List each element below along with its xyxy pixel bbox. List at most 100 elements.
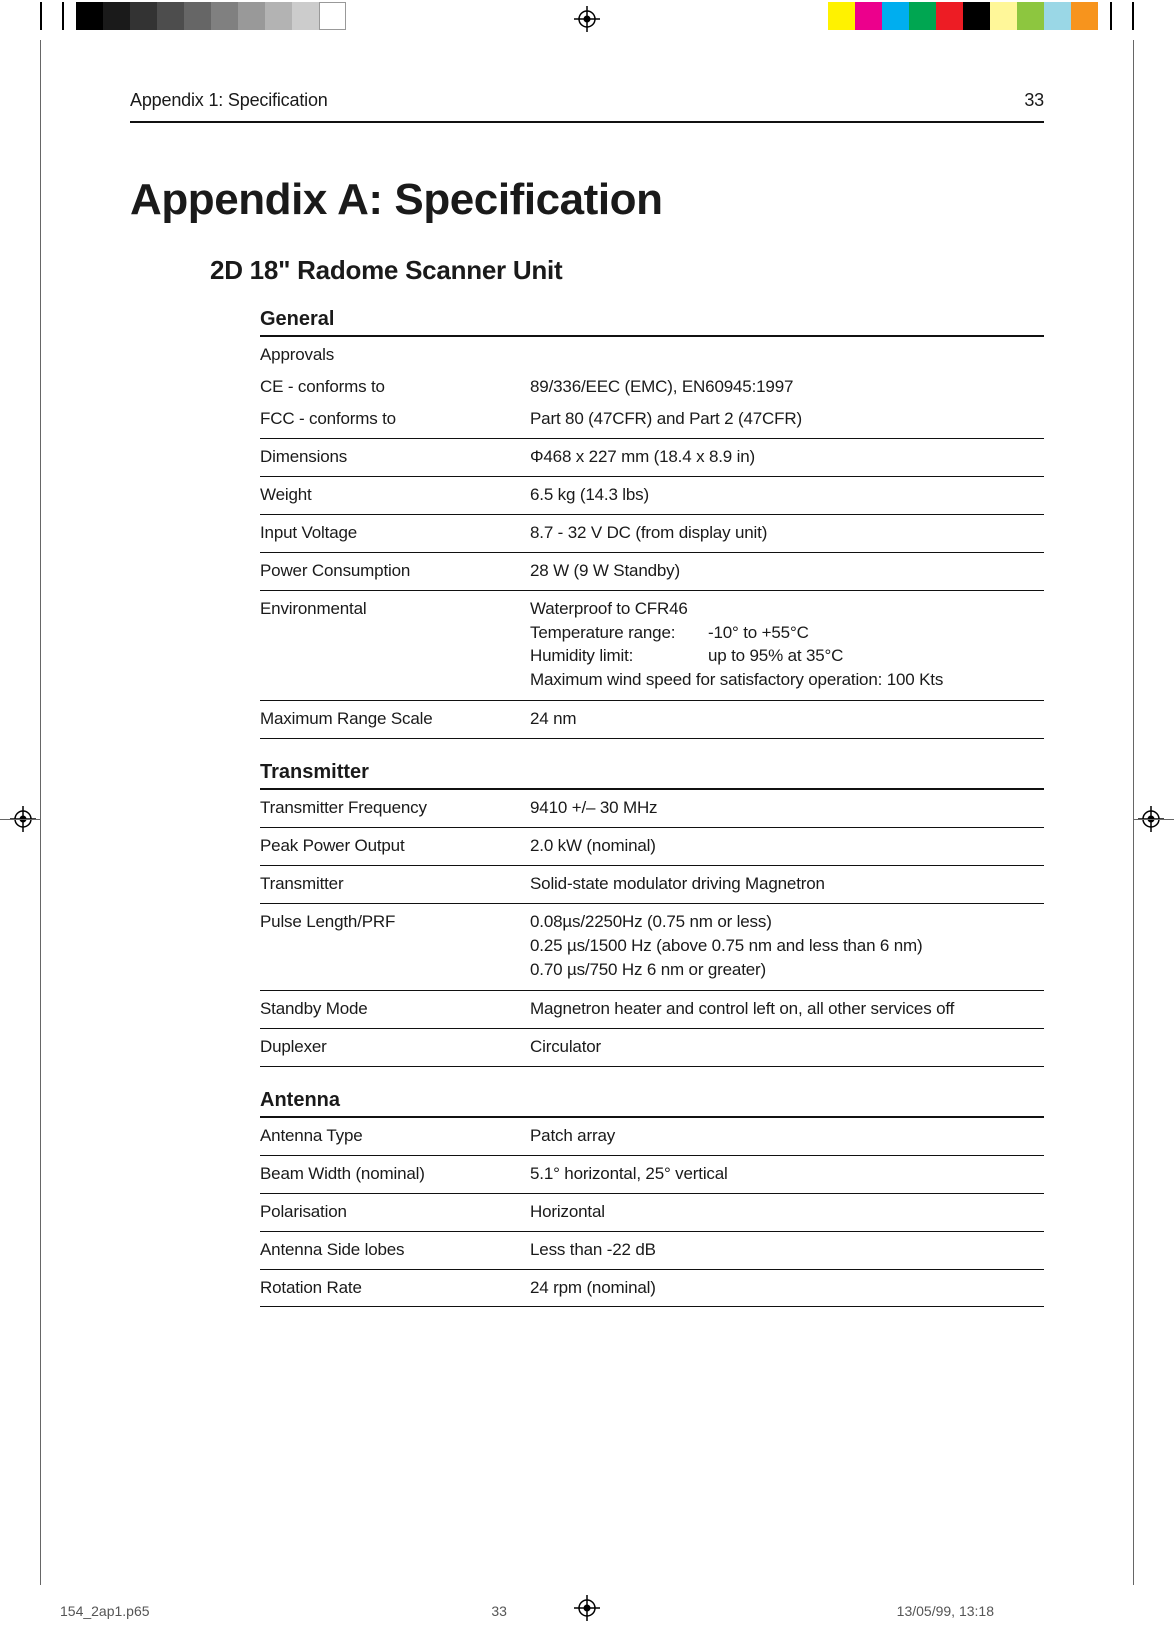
spec-key: Approvals	[260, 344, 530, 367]
spec-row: Approvals	[260, 337, 1044, 369]
spec-value-line: 0.70 µs/750 Hz 6 nm or greater)	[530, 959, 1044, 982]
swatch	[1017, 2, 1044, 30]
spec-key: Pulse Length/PRF	[260, 911, 530, 983]
spec-key: Dimensions	[260, 446, 530, 469]
swatch	[1071, 2, 1098, 30]
spec-row: Weight6.5 kg (14.3 lbs)	[260, 477, 1044, 515]
spec-value: Circulator	[530, 1036, 1044, 1059]
swatch	[130, 2, 157, 30]
spec-key: Environmental	[260, 598, 530, 694]
swatch	[292, 2, 319, 30]
running-header: Appendix 1: Specification 33	[130, 90, 1044, 123]
spec-key: Maximum Range Scale	[260, 708, 530, 731]
swatch	[184, 2, 211, 30]
spec-value: Part 80 (47CFR) and Part 2 (47CFR)	[530, 408, 1044, 431]
crop-hairline	[40, 40, 41, 1585]
spec-value-line: Maximum wind speed for satisfactory oper…	[530, 669, 1044, 692]
spec-value-line: 0.08µs/2250Hz (0.75 nm or less)	[530, 911, 1044, 934]
spec-value: 0.08µs/2250Hz (0.75 nm or less)0.25 µs/1…	[530, 911, 1044, 983]
swatch	[157, 2, 184, 30]
spec-key: CE - conforms to	[260, 376, 530, 399]
spec-subkey: Humidity limit:	[530, 645, 708, 668]
spec-value: Solid-state modulator driving Magnetron	[530, 873, 1044, 896]
spec-value-line: 0.25 µs/1500 Hz (above 0.75 nm and less …	[530, 935, 1044, 958]
spec-value-line: Humidity limit:up to 95% at 35°C	[530, 645, 1044, 668]
spec-key: Duplexer	[260, 1036, 530, 1059]
section-heading: General	[260, 308, 1044, 331]
spec-row: Standby ModeMagnetron heater and control…	[260, 991, 1044, 1029]
spec-value: 89/336/EEC (EMC), EN60945:1997	[530, 376, 1044, 399]
spec-key: FCC - conforms to	[260, 408, 530, 431]
color-swatches	[828, 2, 1098, 30]
spec-subvalue: up to 95% at 35°C	[708, 645, 843, 668]
spec-section: Antenna Antenna TypePatch array Beam Width…	[260, 1089, 1044, 1308]
spec-key: Antenna Type	[260, 1125, 530, 1148]
spec-value: 24 rpm (nominal)	[530, 1277, 1044, 1300]
swatch	[882, 2, 909, 30]
swatch	[936, 2, 963, 30]
spec-row: Antenna Side lobesLess than -22 dB	[260, 1232, 1044, 1270]
spec-row: Maximum Range Scale24 nm	[260, 701, 1044, 739]
swatch	[76, 2, 103, 30]
spec-row: Peak Power Output2.0 kW (nominal)	[260, 828, 1044, 866]
crop-hairline	[1134, 819, 1174, 820]
spec-row: FCC - conforms toPart 80 (47CFR) and Par…	[260, 401, 1044, 439]
spec-value: Waterproof to CFR46Temperature range:-10…	[530, 598, 1044, 694]
spec-key: Transmitter	[260, 873, 530, 896]
spec-value: Less than -22 dB	[530, 1239, 1044, 1262]
spec-subkey: Temperature range:	[530, 622, 708, 645]
spec-key: Antenna Side lobes	[260, 1239, 530, 1262]
print-sheet: Appendix 1: Specification 33 Appendix A:…	[0, 0, 1174, 1637]
swatch	[990, 2, 1017, 30]
page-body: Appendix 1: Specification 33 Appendix A:…	[130, 90, 1044, 1577]
swatch	[909, 2, 936, 30]
spec-key: Weight	[260, 484, 530, 507]
crop-hairline	[1133, 40, 1134, 1585]
footer-filename: 154_2ap1.p65	[60, 1603, 311, 1619]
spec-row: EnvironmentalWaterproof to CFR46Temperat…	[260, 591, 1044, 702]
spec-key: Polarisation	[260, 1201, 530, 1224]
spec-value: Φ468 x 227 mm (18.4 x 8.9 in)	[530, 446, 1044, 469]
spec-key: Beam Width (nominal)	[260, 1163, 530, 1186]
spec-key: Peak Power Output	[260, 835, 530, 858]
swatch	[103, 2, 130, 30]
spec-key: Transmitter Frequency	[260, 797, 530, 820]
running-title: Appendix 1: Specification	[130, 90, 328, 111]
swatch	[828, 2, 855, 30]
swatch	[1044, 2, 1071, 30]
spec-row: Transmitter Frequency9410 +/– 30 MHz	[260, 790, 1044, 828]
spec-row: Antenna TypePatch array	[260, 1118, 1044, 1156]
swatch	[963, 2, 990, 30]
spec-value: 8.7 - 32 V DC (from display unit)	[530, 522, 1044, 545]
page-title: Appendix A: Specification	[130, 175, 1044, 225]
spec-value: 2.0 kW (nominal)	[530, 835, 1044, 858]
registration-mark-icon	[574, 6, 600, 32]
swatch	[265, 2, 292, 30]
spec-section: Transmitter Transmitter Frequency9410 +/–…	[260, 761, 1044, 1067]
grayscale-swatches	[76, 2, 346, 30]
crop-bars-right	[1110, 2, 1134, 30]
crop-bars-left	[40, 2, 64, 30]
spec-value: Horizontal	[530, 1201, 1044, 1224]
section-heading: Transmitter	[260, 761, 1044, 784]
spec-row: PolarisationHorizontal	[260, 1194, 1044, 1232]
spec-section: GeneralApprovalsCE - conforms to89/336/E…	[260, 308, 1044, 739]
spec-value: 24 nm	[530, 708, 1044, 731]
spec-row: CE - conforms to89/336/EEC (EMC), EN6094…	[260, 369, 1044, 401]
swatch	[211, 2, 238, 30]
swatch	[238, 2, 265, 30]
spec-row: Rotation Rate24 rpm (nominal)	[260, 1270, 1044, 1308]
spec-key: Power Consumption	[260, 560, 530, 583]
spec-row: Input Voltage8.7 - 32 V DC (from display…	[260, 515, 1044, 553]
spec-key: Input Voltage	[260, 522, 530, 545]
footer-page: 33	[311, 1603, 742, 1619]
footer-timestamp: 13/05/99, 13:18	[743, 1603, 1114, 1619]
spec-value-line: Waterproof to CFR46	[530, 598, 1044, 621]
spec-row: DuplexerCirculator	[260, 1029, 1044, 1067]
spec-key: Standby Mode	[260, 998, 530, 1021]
section-heading: Antenna	[260, 1089, 1044, 1112]
spec-row: TransmitterSolid-state modulator driving…	[260, 866, 1044, 904]
spec-key: Rotation Rate	[260, 1277, 530, 1300]
spec-value: 9410 +/– 30 MHz	[530, 797, 1044, 820]
swatch	[855, 2, 882, 30]
